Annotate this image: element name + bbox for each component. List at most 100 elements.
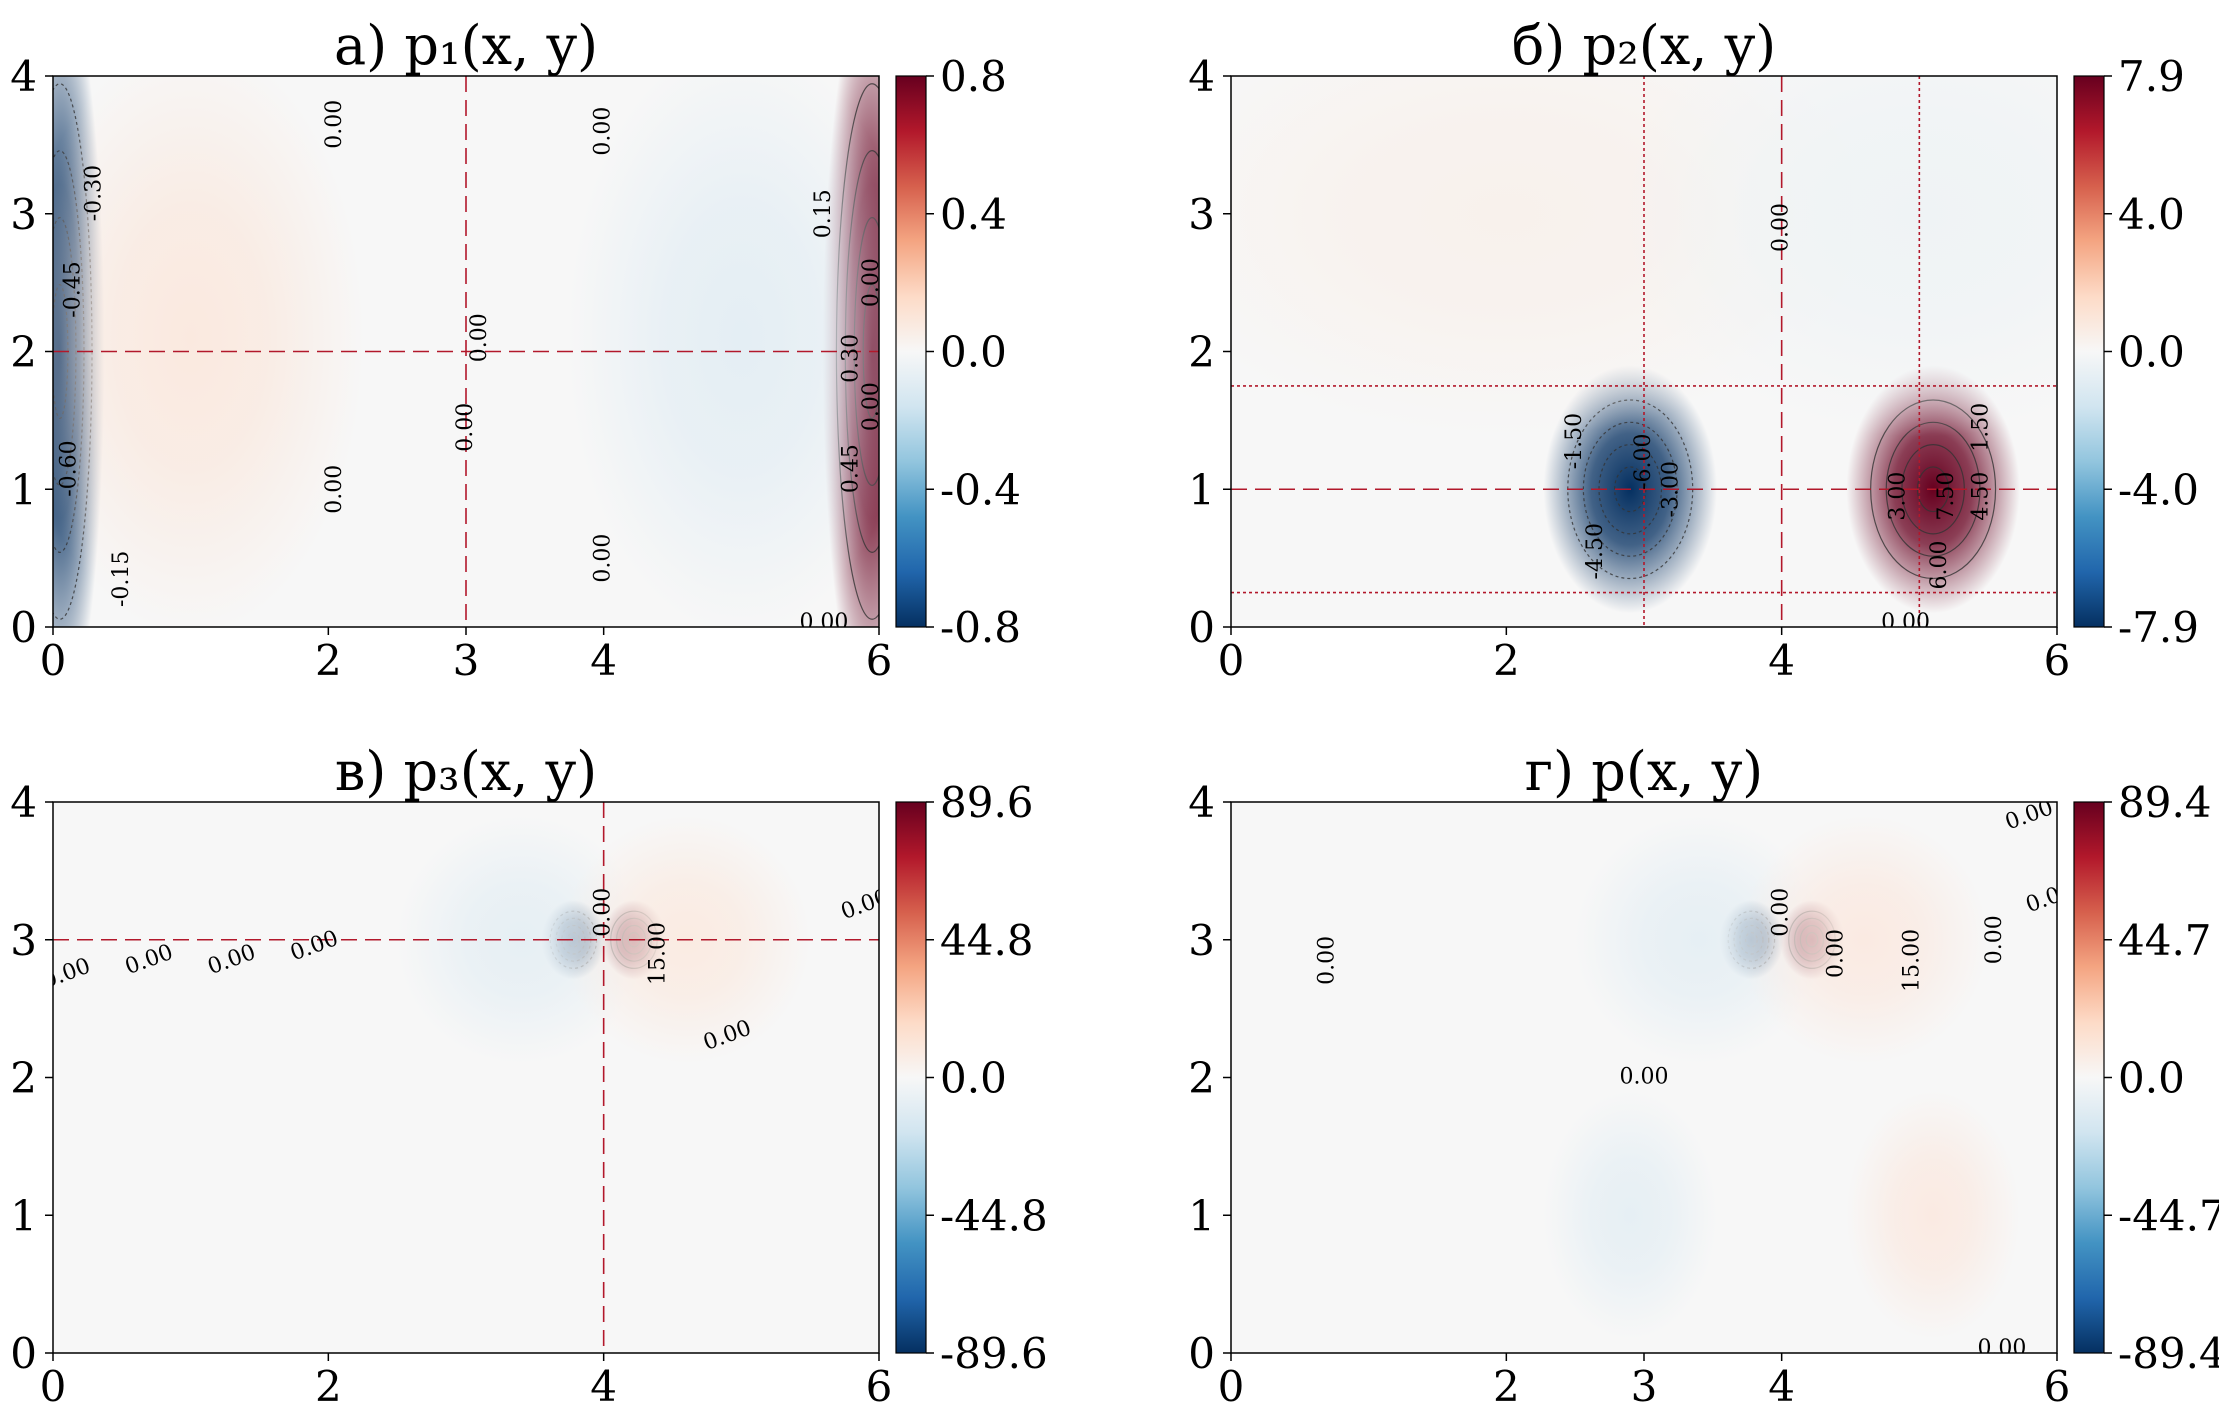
colorbar-tick-label: 0.0	[940, 328, 1007, 377]
colorbar-tick-label: 89.6	[940, 778, 1034, 827]
panel-title: г) p(x, y)	[1525, 740, 1764, 803]
contour-label: 0.00	[453, 403, 478, 452]
contour-label: 0.00	[591, 534, 616, 583]
panel-title: б) p₂(x, y)	[1512, 14, 1776, 77]
colorbar-tick-label: -44.7	[2118, 1191, 2219, 1240]
x-tick-label: 0	[1218, 1362, 1245, 1411]
colorbar-tick-label: 4.0	[2118, 190, 2185, 239]
colorbar-tick-label: -4.0	[2118, 465, 2199, 514]
contour-label: 0.00	[1314, 936, 1339, 985]
contour-label: 0.00	[859, 382, 884, 431]
x-tick-label: 2	[315, 1362, 342, 1411]
x-tick-label: 6	[866, 1362, 893, 1411]
y-tick-label: 1	[10, 1191, 37, 1240]
contour-label: 1.50	[1968, 403, 1993, 452]
contour-label: 7.50	[1934, 472, 1959, 521]
x-tick-label: 4	[1768, 636, 1795, 685]
contour-label: -1.50	[1562, 413, 1587, 469]
panel-1: -0.30-0.45-0.60-0.150.000.000.000.000.00…	[10, 14, 1021, 685]
contour-label: 0.00	[1769, 203, 1794, 252]
contour-label: 0.00	[859, 258, 884, 307]
colorbar-tick-label: 0.4	[940, 190, 1007, 239]
colorbar-tick-label: 89.4	[2118, 778, 2212, 827]
contour-label: 0.00	[1620, 1065, 1669, 1090]
y-tick-label: 4	[10, 52, 37, 101]
x-tick-label: 2	[1493, 1362, 1520, 1411]
field-extremum	[567, 76, 879, 627]
x-tick-label: 3	[1631, 1362, 1658, 1411]
y-tick-label: 3	[10, 190, 37, 239]
x-tick-label: 0	[40, 636, 67, 685]
contour-label: 15.00	[1899, 929, 1924, 992]
contour-label: 4.50	[1968, 472, 1993, 521]
y-tick-label: 2	[10, 328, 37, 377]
y-tick-label: 0	[1188, 603, 1215, 652]
y-tick-label: 0	[1188, 1329, 1215, 1378]
x-tick-label: 4	[590, 636, 617, 685]
x-tick-label: 3	[453, 636, 480, 685]
contour-label: 0.00	[322, 100, 347, 149]
contour-label: 0.00	[1982, 915, 2007, 964]
contour-label: 0.00	[1769, 888, 1794, 937]
colorbar-tick-label: 0.8	[940, 52, 1007, 101]
panel-2: 0.00-1.50-3.00-6.00-4.501.503.00 7.50 4.50…	[1188, 14, 2199, 685]
contour-label: -0.45	[61, 261, 86, 317]
x-tick-label: 4	[590, 1362, 617, 1411]
contour-label: -0.60	[57, 440, 82, 496]
x-tick-label: 4	[1768, 1362, 1795, 1411]
panel-4: 0.000.000.00 15.00 0.000.000.000.000.000 2 3…	[1188, 740, 2219, 1411]
contour-label: 0.45	[838, 444, 863, 493]
y-tick-label: 4	[10, 778, 37, 827]
y-tick-label: 0	[10, 1329, 37, 1378]
x-tick-label: 0	[40, 1362, 67, 1411]
contour-label: -0.30	[81, 165, 106, 221]
colorbar-tick-label: -7.9	[2118, 603, 2199, 652]
y-tick-label: 2	[10, 1054, 37, 1103]
y-tick-label: 4	[1188, 52, 1215, 101]
contour-label: -6.00	[1631, 433, 1656, 489]
contour-label: -0.15	[109, 551, 134, 607]
colorbar-tick-label: -89.6	[940, 1329, 1048, 1378]
field-extremum	[1740, 815, 1989, 1064]
colorbar	[895, 801, 927, 1354]
y-tick-label: 1	[1188, 465, 1215, 514]
x-tick-label: 0	[1218, 636, 1245, 685]
contour-label: 0.30	[838, 334, 863, 383]
field-extremum	[53, 76, 365, 627]
panel-title: в) p₃(x, y)	[335, 740, 597, 803]
y-tick-label: 1	[10, 465, 37, 514]
x-tick-label: 6	[866, 636, 893, 685]
colorbar-tick-label: -0.8	[940, 603, 1021, 652]
colorbar	[2073, 75, 2105, 628]
contour-label: 0.00	[591, 888, 616, 937]
field-extremum	[1543, 1091, 1717, 1340]
x-tick-label: 2	[315, 636, 342, 685]
colorbar-tick-label: 0.0	[2118, 328, 2185, 377]
contour-label: 3.00	[1886, 472, 1911, 521]
y-tick-label: 0	[10, 603, 37, 652]
contour-label: -3.00	[1659, 461, 1684, 517]
field-extremum	[1846, 1091, 2020, 1340]
contour-label: 0.00	[1824, 929, 1849, 978]
contour-label: 6.00	[1927, 541, 1952, 590]
y-tick-label: 3	[1188, 190, 1215, 239]
contour-label: -4.50	[1583, 523, 1608, 579]
x-tick-label: 6	[2044, 636, 2071, 685]
y-tick-label: 2	[1188, 1054, 1215, 1103]
colorbar-tick-label: -44.8	[940, 1191, 1048, 1240]
x-tick-label: 6	[2044, 1362, 2071, 1411]
panel-title: а) p₁(x, y)	[334, 14, 598, 77]
colorbar-tick-label: 44.8	[940, 916, 1034, 965]
colorbar	[895, 75, 927, 628]
field-extremum	[1622, 76, 2057, 437]
contour-label: 0.00	[322, 465, 347, 514]
contour-line	[1598, 444, 1663, 535]
colorbar	[2073, 801, 2105, 1354]
colorbar-tick-label: 44.7	[2118, 916, 2212, 965]
y-tick-label: 3	[10, 916, 37, 965]
y-tick-label: 1	[1188, 1191, 1215, 1240]
y-tick-label: 2	[1188, 328, 1215, 377]
y-tick-label: 3	[1188, 916, 1215, 965]
